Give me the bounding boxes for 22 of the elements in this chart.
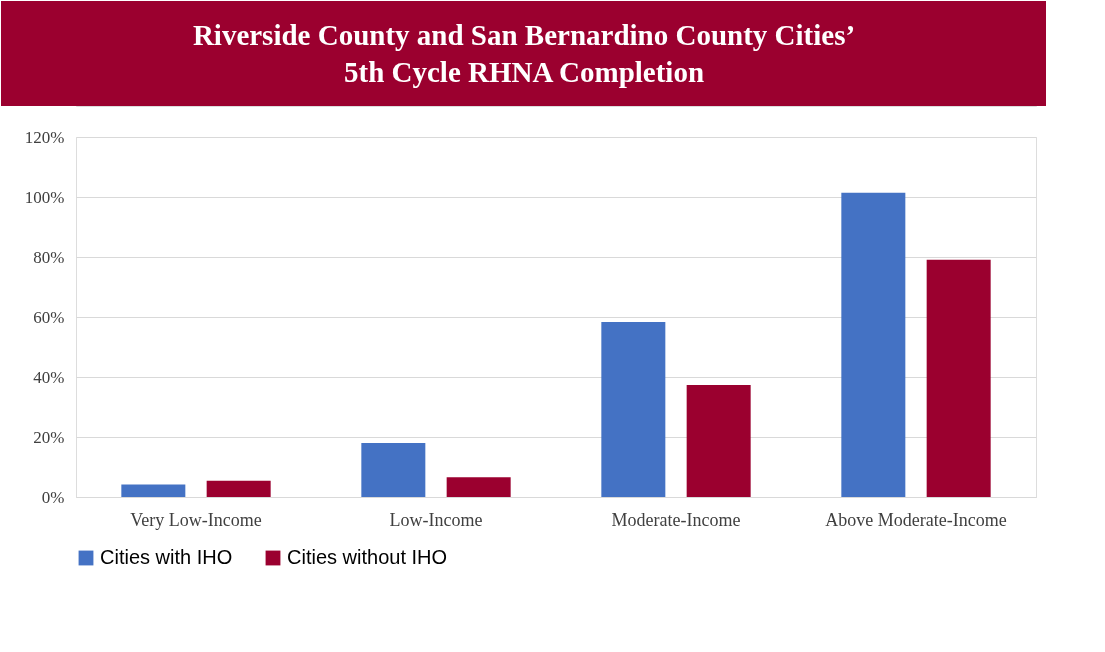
legend-label: Cities with IHO: [100, 546, 233, 568]
bar: [601, 322, 666, 497]
y-tick-label: 60%: [33, 307, 65, 327]
bar: [841, 192, 906, 497]
x-tick-label: Moderate-Income: [611, 509, 741, 530]
y-tick-label: 100%: [24, 187, 65, 207]
bar: [686, 385, 751, 497]
x-tick-label: Low-Income: [389, 509, 483, 530]
y-tick-label: 20%: [33, 427, 65, 447]
chart-title: Riverside County and San Bernardino County Cities’ 5th Cycle RHNA Completion: [192, 19, 856, 88]
bar: [206, 480, 271, 497]
legend-label: Cities without IHO: [287, 546, 448, 568]
bar: [446, 477, 511, 497]
bar: [121, 484, 186, 497]
bar: [926, 259, 991, 497]
bar: [361, 443, 426, 497]
x-tick-label: Above Moderate-Income: [825, 509, 1007, 530]
x-tick-label: Very Low-Income: [130, 509, 262, 530]
y-tick-label: 80%: [33, 247, 65, 267]
y-tick-label: 120%: [24, 127, 65, 147]
y-tick-label: 0%: [41, 487, 65, 507]
y-tick-label: 40%: [33, 367, 65, 387]
